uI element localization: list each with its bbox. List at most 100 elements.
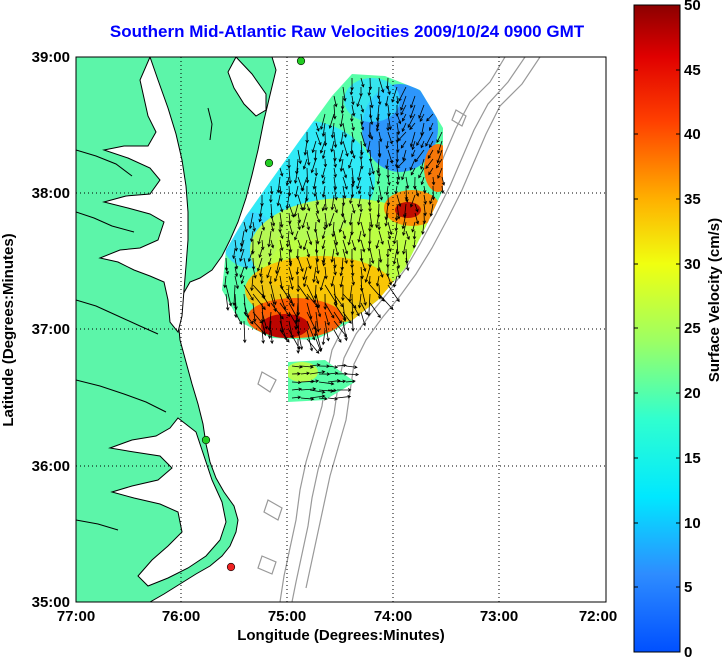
velocity-arrow <box>269 185 274 195</box>
y-tick-label: 35:00 <box>32 594 70 611</box>
velocity-arrow <box>258 248 263 259</box>
velocity-arrow <box>351 203 356 214</box>
velocity-arrow <box>351 131 356 143</box>
velocity-arrow <box>324 320 330 342</box>
velocity-arrow <box>378 284 382 300</box>
velocity-arrow <box>339 131 344 146</box>
velocity-arrow <box>423 194 427 205</box>
colorbar-tick: 20 <box>684 385 701 402</box>
velocity-arrow <box>351 302 360 317</box>
velocity-arrow <box>396 167 401 181</box>
velocity-arrow <box>312 176 317 190</box>
velocity-arrow <box>350 266 355 277</box>
velocity-arrow <box>313 185 317 197</box>
velocity-arrow <box>391 86 398 103</box>
velocity-arrow <box>339 158 344 172</box>
velocity-arrow <box>333 239 340 257</box>
velocity-arrow <box>420 158 425 170</box>
velocity-arrow <box>315 293 321 309</box>
velocity-arrow <box>369 176 375 191</box>
velocity-arrow <box>309 379 320 383</box>
velocity-arrow <box>435 158 443 169</box>
velocity-arrow <box>324 194 328 211</box>
velocity-arrow <box>232 248 236 260</box>
velocity-arrow <box>418 167 425 179</box>
velocity-arrow <box>259 275 264 285</box>
velocity-arrow <box>378 131 383 143</box>
velocity-arrow <box>437 167 443 179</box>
velocity-arrow <box>359 158 364 170</box>
colorbar-tick: 10 <box>684 515 701 532</box>
velocity-arrow <box>342 185 347 200</box>
velocity-arrow <box>322 257 326 267</box>
station-hatteras-marker <box>226 562 236 572</box>
velocity-arrow <box>291 380 302 385</box>
velocity-arrow <box>288 239 293 253</box>
velocity-arrow <box>412 230 417 240</box>
velocity-arrow <box>436 131 443 144</box>
velocity-arrow <box>333 131 338 149</box>
y-tick-label: 38:00 <box>32 185 70 202</box>
y-axis-label: Latitude (Degrees:Minutes) <box>0 233 17 426</box>
velocity-arrow <box>305 131 309 144</box>
velocity-arrow <box>414 149 425 163</box>
velocity-arrow <box>429 122 434 131</box>
velocity-arrow <box>376 194 381 204</box>
velocity-arrow <box>360 131 367 148</box>
velocity-arrow <box>427 149 434 159</box>
velocity-arrow <box>351 275 355 286</box>
velocity-arrow <box>315 311 320 333</box>
velocity-arrow <box>275 257 281 275</box>
velocity-arrow <box>422 212 427 225</box>
velocity-arrow <box>242 320 247 344</box>
velocity-arrow <box>297 329 304 351</box>
velocity-arrow <box>225 284 233 307</box>
velocity-arrow <box>336 379 347 384</box>
velocity-arrow <box>385 158 389 170</box>
velocity-arrow <box>297 284 309 301</box>
velocity-arrow <box>369 113 374 126</box>
velocity-arrow <box>376 176 381 185</box>
velocity-arrow <box>367 86 372 97</box>
velocity-arrow <box>315 203 320 215</box>
velocity-arrow <box>305 167 310 184</box>
velocity-arrow <box>313 221 318 233</box>
y-tick-label: 39:00 <box>32 49 70 66</box>
velocity-arrow <box>348 158 353 169</box>
velocity-arrow <box>387 86 391 96</box>
colorbar-tick-labels: 50 45 40 35 30 25 20 15 10 5 0 <box>684 0 701 659</box>
velocity-arrow <box>318 396 328 401</box>
velocity-arrow <box>350 113 354 123</box>
velocity-arrow <box>331 221 335 238</box>
velocity-arrow <box>315 194 320 206</box>
velocity-arrow <box>349 86 354 96</box>
velocity-arrow <box>342 122 348 139</box>
velocity-arrow <box>323 221 327 231</box>
velocity-arrow <box>295 266 300 276</box>
velocity-arrow <box>259 266 263 278</box>
velocity-arrow <box>341 194 346 207</box>
velocity-arrow <box>387 131 393 145</box>
velocity-arrow <box>339 275 344 288</box>
velocity-arrow <box>425 131 434 147</box>
velocity-arrow <box>306 293 319 308</box>
velocity-arrow <box>286 284 291 300</box>
velocity-arrow <box>342 248 348 265</box>
velocity-arrow <box>420 140 425 149</box>
velocity-arrow <box>409 131 416 148</box>
velocity-arrow <box>315 338 322 353</box>
velocity-arrow <box>351 104 356 117</box>
velocity-arrow <box>396 194 402 208</box>
velocity-arrow <box>225 293 230 311</box>
velocity-arrow <box>428 167 434 176</box>
x-tick-label: 77:00 <box>57 608 95 625</box>
velocity-arrow <box>279 230 284 240</box>
velocity-arrow <box>368 77 373 91</box>
velocity-arrow <box>338 221 344 233</box>
velocity-arrow <box>333 95 338 108</box>
velocity-arrow <box>302 266 308 281</box>
velocity-arrow <box>360 113 364 125</box>
velocity-arrow <box>261 293 270 307</box>
velocity-arrow <box>279 248 283 262</box>
velocity-arrow <box>270 302 284 320</box>
